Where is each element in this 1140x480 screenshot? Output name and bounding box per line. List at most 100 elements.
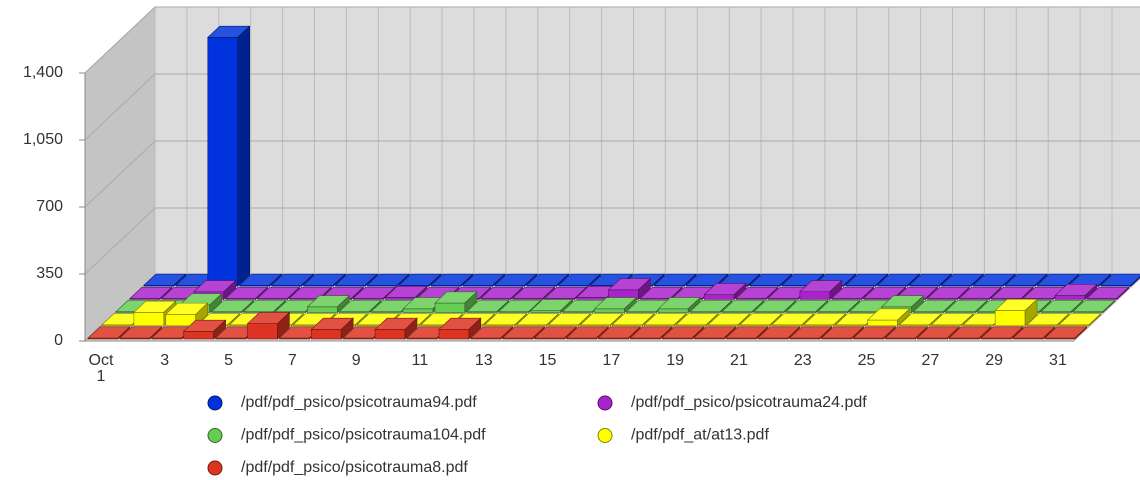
- x-tick-label: 7: [288, 352, 297, 369]
- bar-side: [851, 326, 864, 340]
- bar: [845, 273, 889, 287]
- bar: [916, 326, 961, 340]
- bar-side: [159, 286, 173, 301]
- bar: [990, 286, 1034, 301]
- bar-side: [974, 299, 988, 314]
- bar-side: [843, 273, 857, 287]
- bar: [224, 286, 269, 301]
- bar: [994, 298, 1038, 327]
- bar: [785, 299, 829, 314]
- bar-side: [354, 312, 368, 327]
- bar-front: [247, 323, 278, 340]
- bar-side: [269, 273, 282, 287]
- x-tick-label: 5: [224, 352, 233, 369]
- bar-side: [255, 286, 268, 301]
- bar-side: [578, 312, 591, 327]
- bar: [480, 286, 524, 301]
- x-tick-label: Oct 1: [89, 352, 114, 385]
- bar-side: [815, 299, 829, 314]
- bar: [430, 273, 474, 287]
- bar-side: [464, 291, 478, 314]
- x-tick-label: 25: [858, 352, 876, 369]
- bar-front: [307, 306, 338, 313]
- bar-front: [703, 294, 735, 300]
- bar-front: [310, 329, 342, 340]
- legend-marker: [207, 395, 223, 411]
- legend-marker: [597, 395, 613, 411]
- bar: [958, 286, 1003, 301]
- y-tick-label: 0: [54, 332, 63, 349]
- bar-side: [478, 286, 492, 301]
- x-tick-label: 11: [412, 352, 429, 369]
- x-tick-label: 3: [160, 352, 169, 369]
- grid-line: [84, 207, 156, 275]
- bar: [876, 273, 921, 287]
- bar-side: [861, 286, 875, 301]
- bar-side: [209, 293, 222, 314]
- bar: [799, 279, 843, 301]
- bar-side: [971, 273, 984, 287]
- y-tick-label: 1,050: [23, 131, 63, 148]
- bar-side: [1038, 299, 1052, 314]
- bar-side: [1034, 273, 1048, 287]
- bar: [803, 312, 847, 327]
- bar-side: [492, 273, 506, 287]
- bar: [246, 311, 291, 340]
- bar: [898, 312, 943, 327]
- bar-side: [396, 273, 410, 287]
- bar: [310, 317, 354, 340]
- bar: [207, 25, 251, 287]
- grid-line: [84, 140, 156, 208]
- bar-side: [723, 326, 737, 340]
- bar-side: [1102, 299, 1116, 314]
- bar-side: [673, 312, 687, 327]
- bar-side: [960, 312, 974, 327]
- bar: [547, 312, 592, 327]
- bar-side: [277, 311, 290, 340]
- bar: [1086, 286, 1130, 301]
- bar: [384, 285, 428, 301]
- bar: [721, 299, 765, 314]
- bar: [557, 273, 602, 287]
- bar: [948, 326, 992, 340]
- bar-side: [610, 312, 623, 327]
- bar: [1054, 283, 1098, 301]
- bar-side: [336, 294, 350, 314]
- legend-marker: [207, 428, 223, 443]
- bar-side: [564, 326, 577, 340]
- grid-line: [84, 6, 156, 74]
- bar: [926, 286, 971, 301]
- bar-side: [705, 312, 719, 327]
- bar: [270, 273, 315, 287]
- bar-side: [418, 312, 432, 327]
- bar: [739, 312, 783, 327]
- bar-side: [1130, 276, 1140, 287]
- bar-side: [897, 308, 910, 327]
- bar: [242, 299, 287, 314]
- bar-front: [657, 308, 689, 313]
- bar: [512, 286, 556, 301]
- bar-side: [428, 273, 442, 287]
- bar: [980, 326, 1024, 340]
- bar-side: [687, 296, 701, 314]
- bar-side: [925, 286, 938, 301]
- bar-side: [1056, 312, 1070, 327]
- bar-side: [546, 312, 559, 327]
- bar-side: [333, 273, 346, 287]
- bar-side: [875, 273, 889, 287]
- bar: [908, 273, 953, 287]
- bar: [852, 326, 897, 340]
- bar: [256, 286, 301, 301]
- bar: [302, 273, 347, 287]
- bar: [579, 312, 624, 327]
- bar-side: [237, 25, 250, 287]
- bar-side: [500, 326, 514, 340]
- bar: [438, 317, 482, 340]
- bar-side: [173, 273, 187, 287]
- bar-side: [978, 326, 992, 340]
- bar: [866, 308, 911, 327]
- bar: [820, 326, 865, 340]
- bar: [657, 296, 701, 314]
- bar-side: [719, 299, 733, 314]
- x-tick-label: 17: [602, 352, 620, 369]
